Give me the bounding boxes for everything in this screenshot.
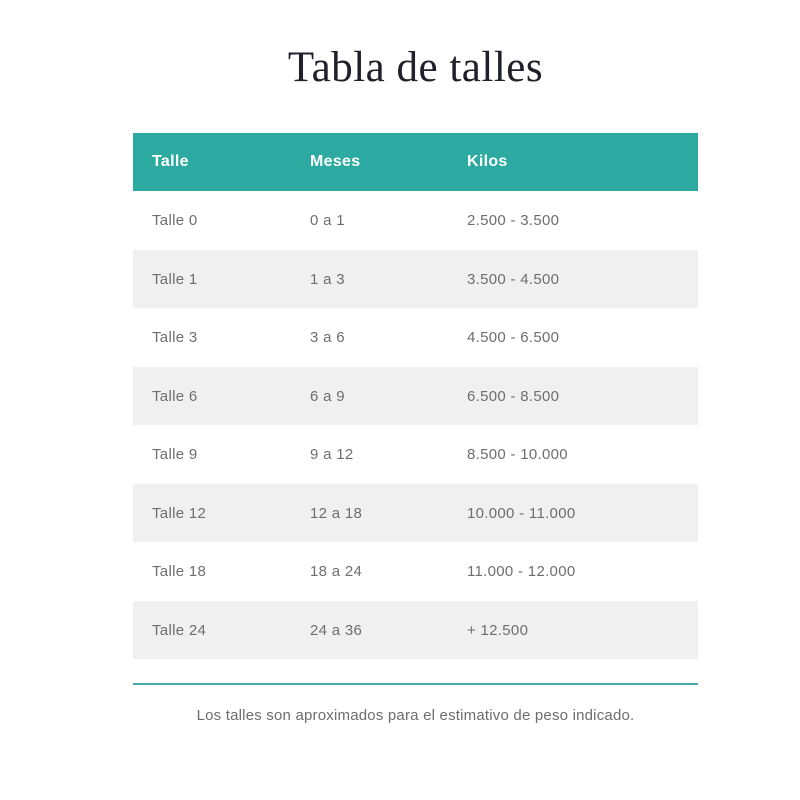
- column-header-kilos: Kilos: [467, 153, 508, 171]
- table-row: Talle 3 3 a 6 4.500 - 6.500: [133, 308, 698, 367]
- table-body: Talle 0 0 a 1 2.500 - 3.500 Talle 1 1 a 3 3.5…: [133, 191, 698, 660]
- table-cell: 10.000 - 11.000: [467, 504, 576, 522]
- table-row: Talle 12 12 a 18 10.000 - 11.000: [133, 483, 698, 543]
- table-cell: Talle 3: [152, 329, 198, 347]
- table-cell: 6 a 9: [310, 387, 345, 405]
- table-row: Talle 9 9 a 12 8.500 - 10.000: [133, 425, 698, 484]
- table-row: Talle 1 1 a 3 3.500 - 4.500: [133, 249, 698, 309]
- table-cell: 3.500 - 4.500: [467, 270, 560, 288]
- divider-line: [133, 683, 698, 686]
- table-cell: Talle 12: [152, 504, 207, 522]
- table-cell: 11.000 - 12.000: [467, 563, 576, 581]
- table-row: Talle 0 0 a 1 2.500 - 3.500: [133, 191, 698, 250]
- table-cell: + 12.500: [467, 621, 529, 639]
- size-chart-section: Tabla de talles Talle Meses Kilos Talle …: [133, 0, 698, 724]
- table-cell: Talle 18: [152, 563, 207, 581]
- table-cell: Talle 6: [152, 387, 198, 405]
- table-cell: Talle 9: [152, 446, 198, 464]
- table-cell: 3 a 6: [310, 329, 345, 347]
- size-table: Talle Meses Kilos Talle 0 0 a 1 2.500 - 3.…: [133, 133, 698, 660]
- table-row: Talle 6 6 a 9 6.500 - 8.500: [133, 366, 698, 426]
- table-cell: Talle 1: [152, 270, 198, 288]
- table-cell: 0 a 1: [310, 212, 345, 230]
- table-header-row: Talle Meses Kilos: [133, 133, 698, 192]
- table-cell: 12 a 18: [310, 504, 363, 522]
- column-header-meses: Meses: [310, 153, 361, 171]
- table-cell: Talle 0: [152, 212, 198, 230]
- column-header-talle: Talle: [152, 153, 189, 171]
- page-title: Tabla de talles: [287, 44, 544, 91]
- table-row: Talle 18 18 a 24 11.000 - 12.000: [133, 542, 698, 601]
- table-cell: 18 a 24: [310, 563, 363, 581]
- table-cell: 1 a 3: [310, 270, 345, 288]
- table-cell: Talle 24: [152, 621, 207, 639]
- table-cell: 6.500 - 8.500: [467, 387, 560, 405]
- footnote: Los talles son aproximados para el estim…: [196, 707, 635, 725]
- table-cell: 8.500 - 10.000: [467, 446, 568, 464]
- table-row: Talle 24 24 a 36 + 12.500: [133, 600, 698, 660]
- table-cell: 9 a 12: [310, 446, 354, 464]
- table-cell: 24 a 36: [310, 621, 363, 639]
- table-cell: 4.500 - 6.500: [467, 329, 560, 347]
- table-cell: 2.500 - 3.500: [467, 212, 560, 230]
